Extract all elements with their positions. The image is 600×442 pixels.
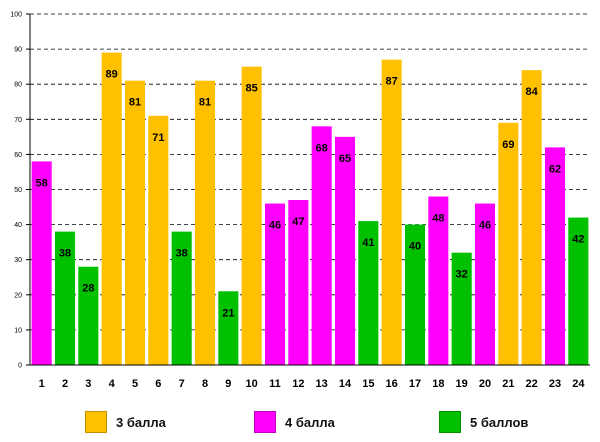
bar-8 <box>194 80 216 365</box>
legend-item-5-ballov: 5 баллов <box>439 408 528 436</box>
x-tick-label-6: 6 <box>155 378 161 390</box>
data-label-16: 87 <box>386 76 398 88</box>
data-label-5: 81 <box>129 97 141 109</box>
x-tick-label-10: 10 <box>246 378 258 390</box>
data-label-11: 46 <box>269 220 281 232</box>
data-labels: 58 38 28 89 81 71 38 81 21 85 46 47 68 65 41 87 40 48 32 46… <box>36 69 585 320</box>
y-tick-label-90: 90 <box>14 47 22 54</box>
bar-19 <box>451 252 472 365</box>
data-label-13: 68 <box>316 142 328 154</box>
axes <box>29 14 590 366</box>
data-label-2: 38 <box>59 248 71 260</box>
data-label-15: 41 <box>362 237 374 249</box>
bar-14 <box>334 136 356 365</box>
y-tick-label-20: 20 <box>14 292 22 299</box>
data-label-19: 32 <box>456 269 468 281</box>
y-tick-label-70: 70 <box>14 117 22 124</box>
x-tick-label-15: 15 <box>362 378 374 390</box>
legend-label-3-balla: 3 балла <box>116 414 166 430</box>
data-label-7: 38 <box>176 248 188 260</box>
x-axis-ticks: 1 2 3 4 5 6 7 8 9 10 11 12 13 14 15 16 17 18 19 20 21 22 23 24 <box>39 378 586 390</box>
bar-15 <box>358 221 379 365</box>
bar-10 <box>241 66 262 366</box>
bar-6 <box>148 115 169 365</box>
data-label-14: 65 <box>339 153 351 165</box>
x-tick-label-2: 2 <box>62 378 68 390</box>
bar-11 <box>264 203 286 365</box>
legend-swatch-3-balla <box>85 411 107 433</box>
bar-23 <box>544 147 566 365</box>
x-tick-label-16: 16 <box>386 378 398 390</box>
y-tick-label-30: 30 <box>14 257 22 264</box>
bar-20 <box>474 203 496 365</box>
data-label-3: 28 <box>82 283 94 295</box>
data-label-6: 71 <box>152 132 164 144</box>
data-label-20: 46 <box>479 220 491 232</box>
bar-2 <box>54 231 76 365</box>
bar-4 <box>101 52 122 366</box>
data-label-12: 47 <box>292 216 304 228</box>
bar-13 <box>311 126 332 365</box>
data-label-22: 84 <box>526 86 539 98</box>
x-tick-label-8: 8 <box>202 378 208 390</box>
x-tick-label-24: 24 <box>572 378 585 390</box>
bar-1 <box>31 161 52 365</box>
bar-17 <box>404 224 426 365</box>
x-tick-label-23: 23 <box>549 378 561 390</box>
y-tick-label-40: 40 <box>14 222 22 229</box>
x-tick-label-12: 12 <box>292 378 304 390</box>
legend-label-5-ballov: 5 баллов <box>470 414 529 430</box>
y-tick-label-60: 60 <box>14 152 22 159</box>
bar-18 <box>428 196 449 365</box>
data-label-1: 58 <box>36 177 48 189</box>
x-tick-label-7: 7 <box>179 378 185 390</box>
x-tick-label-17: 17 <box>409 378 421 390</box>
bar-7 <box>171 231 192 365</box>
data-label-17: 40 <box>409 241 421 253</box>
data-label-21: 69 <box>502 139 514 151</box>
data-label-4: 89 <box>106 69 118 81</box>
x-tick-label-1: 1 <box>39 378 45 390</box>
data-label-18: 48 <box>432 213 444 225</box>
x-tick-label-5: 5 <box>132 378 138 390</box>
legend-swatch-5-ballov <box>439 411 461 433</box>
data-label-8: 81 <box>199 97 211 109</box>
legend-item-3-balla: 3 балла <box>85 408 166 436</box>
bar-24 <box>568 217 589 365</box>
bar-21 <box>498 122 519 365</box>
y-tick-label-100: 100 <box>10 12 22 19</box>
x-tick-label-11: 11 <box>269 378 281 390</box>
legend-item-4-balla: 4 балла <box>254 408 335 436</box>
bar-16 <box>381 59 402 365</box>
data-label-9: 21 <box>222 307 234 319</box>
bar-12 <box>288 200 309 365</box>
bars <box>31 52 589 366</box>
legend-swatch-4-balla <box>254 411 276 433</box>
x-tick-label-20: 20 <box>479 378 491 390</box>
bar-22 <box>521 70 542 365</box>
data-label-24: 42 <box>572 234 584 246</box>
x-tick-label-3: 3 <box>85 378 91 390</box>
bar-9 <box>218 291 239 365</box>
x-tick-label-21: 21 <box>502 378 514 390</box>
bar-3 <box>78 266 99 365</box>
bar-5 <box>124 80 146 365</box>
x-tick-label-19: 19 <box>456 378 468 390</box>
y-tick-label-0: 0 <box>18 363 22 370</box>
x-tick-label-13: 13 <box>316 378 328 390</box>
y-axis-ticks: 0 10 20 30 40 50 60 70 80 90 100 <box>10 12 30 370</box>
x-tick-label-18: 18 <box>432 378 444 390</box>
y-tick-label-10: 10 <box>14 327 22 334</box>
legend-label-4-balla: 4 балла <box>285 414 335 430</box>
y-tick-label-80: 80 <box>14 82 22 89</box>
x-tick-label-4: 4 <box>109 378 116 390</box>
data-label-23: 62 <box>549 163 561 175</box>
x-tick-label-14: 14 <box>339 378 352 390</box>
y-tick-label-50: 50 <box>14 187 22 194</box>
data-label-10: 85 <box>246 83 258 95</box>
x-tick-label-9: 9 <box>225 378 231 390</box>
gridlines <box>30 13 590 331</box>
x-tick-label-22: 22 <box>526 378 538 390</box>
